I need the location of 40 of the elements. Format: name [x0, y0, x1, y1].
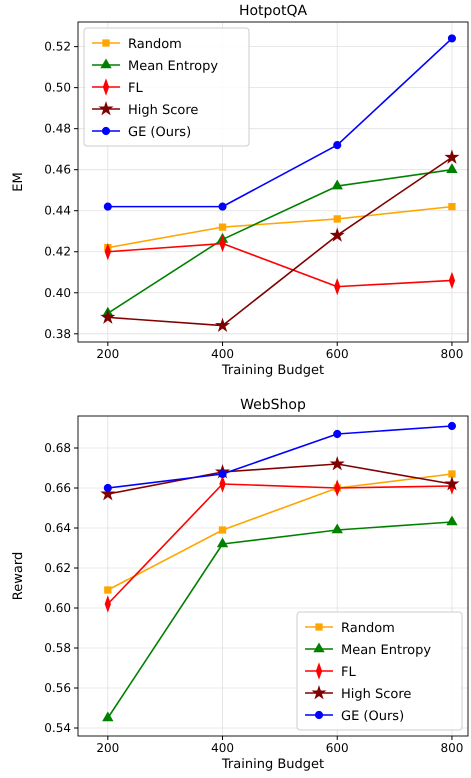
x-tick-label: 200 [96, 741, 120, 755]
y-axis-title: EM [11, 172, 26, 192]
y-tick-label: 0.54 [44, 721, 71, 735]
chart-title: WebShop [240, 397, 306, 413]
x-tick-label: 800 [440, 741, 464, 755]
y-tick-label: 0.42 [44, 244, 71, 259]
y-tick-label: 0.50 [44, 80, 71, 95]
y-tick-label: 0.44 [44, 204, 71, 218]
legend-label: FL [128, 81, 144, 96]
x-tick-label: 200 [96, 347, 120, 361]
legend-label: High Score [128, 103, 198, 118]
y-tick-label: 0.64 [44, 521, 71, 535]
legend-label: High Score [341, 687, 412, 702]
x-axis-title: Training Budget [220, 757, 324, 772]
legend-label: Random [128, 37, 182, 52]
legend-label: Mean Entropy [128, 59, 218, 74]
y-tick-label: 0.68 [44, 441, 71, 455]
x-tick-label: 600 [326, 347, 349, 361]
x-tick-label: 400 [211, 741, 234, 755]
legend-label: Mean Entropy [341, 643, 432, 658]
y-tick-label: 0.60 [44, 601, 71, 615]
y-tick-label: 0.58 [44, 641, 71, 655]
x-tick-label: 800 [440, 347, 464, 361]
legend-label: GE (Ours) [341, 709, 404, 724]
x-tick-label: 400 [211, 347, 234, 361]
y-tick-label: 0.40 [44, 286, 71, 300]
legend-label: GE (Ours) [128, 125, 192, 140]
y-tick-label: 0.62 [44, 561, 71, 575]
legend-label: Random [341, 621, 395, 636]
legend-label: FL [341, 665, 356, 680]
x-tick-label: 600 [326, 741, 349, 755]
y-axis-title: Reward [11, 552, 26, 600]
y-tick-label: 0.66 [44, 481, 71, 495]
y-tick-label: 0.48 [44, 122, 71, 136]
x-axis-title: Training Budget [220, 363, 324, 378]
y-tick-label: 0.46 [44, 162, 71, 177]
chart-title: HotpotQA [238, 3, 308, 19]
y-tick-label: 0.52 [44, 40, 71, 54]
y-tick-label: 0.56 [44, 681, 71, 695]
y-tick-label: 0.38 [44, 326, 71, 341]
